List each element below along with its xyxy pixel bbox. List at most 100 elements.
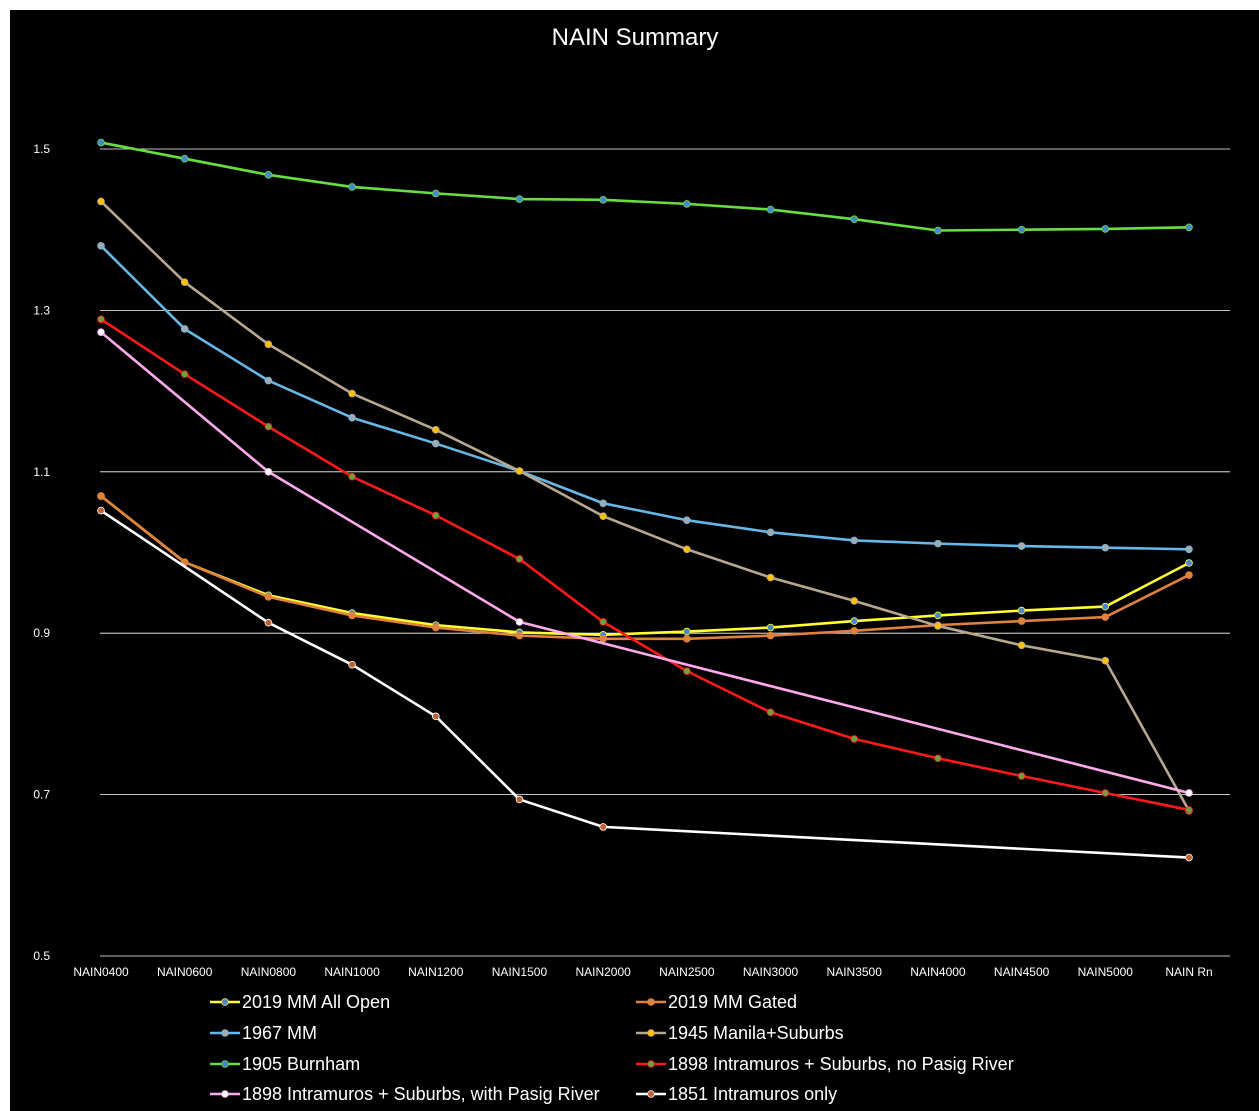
line-chart: NAIN Summary 0.5 0.7 0.9 1.1 1.3 1.5 NAIN0400… — [33, 24, 1230, 1104]
data-point — [264, 618, 273, 627]
data-point — [1017, 772, 1026, 780]
data-point — [1101, 656, 1110, 665]
data-point — [766, 708, 775, 717]
series-7 — [97, 506, 1193, 862]
legend-item: 1905 Burnham — [210, 1054, 360, 1074]
legend-swatch-marker — [221, 998, 229, 1006]
series-line — [100, 494, 1190, 637]
data-point — [683, 667, 691, 675]
data-point — [850, 626, 859, 635]
legend-label: 1898 Intramuros + Suburbs, no Pasig Rive… — [668, 1054, 1014, 1074]
data-point — [431, 426, 440, 434]
x-tick-label: NAIN5000 — [1078, 965, 1134, 979]
legend-label: 1898 Intramuros + Suburbs, with Pasig Ri… — [242, 1084, 600, 1104]
legend-label: 1851 Intramuros only — [668, 1084, 837, 1104]
data-point — [348, 183, 356, 191]
data-point — [1101, 602, 1110, 611]
data-point — [766, 631, 775, 640]
data-point — [515, 467, 524, 475]
data-point — [683, 545, 691, 554]
data-point — [1017, 606, 1026, 615]
gridlines — [100, 148, 1230, 957]
data-point — [1185, 559, 1193, 567]
data-point — [264, 422, 273, 431]
series-line — [100, 509, 1190, 859]
series-line — [100, 141, 1190, 232]
series-5 — [97, 315, 1193, 814]
data-point — [599, 196, 607, 204]
data-point — [599, 635, 607, 643]
data-point — [97, 197, 105, 206]
data-point — [934, 622, 942, 630]
data-point — [766, 623, 775, 632]
chart-area: NAIN Summary 0.5 0.7 0.9 1.1 1.3 1.5 NAIN0400… — [10, 10, 1259, 1111]
x-tick-label: NAIN3000 — [743, 965, 799, 979]
series-6 — [97, 328, 1193, 797]
series-line — [100, 244, 1190, 551]
data-point — [97, 315, 105, 324]
data-point — [599, 618, 607, 626]
legend-item: 1851 Intramuros only — [636, 1084, 837, 1104]
data-point — [97, 328, 105, 336]
data-point — [1185, 853, 1193, 862]
data-point — [264, 467, 273, 476]
data-point — [515, 618, 524, 626]
data-point — [348, 413, 356, 422]
y-tick-label: 1.1 — [33, 465, 50, 479]
data-point — [683, 516, 691, 525]
legend-swatch-marker — [221, 1029, 229, 1037]
data-point — [1017, 225, 1026, 234]
data-point — [1017, 542, 1026, 550]
data-point — [431, 712, 440, 721]
legend-item: 2019 MM All Open — [210, 992, 390, 1012]
data-point — [180, 370, 189, 378]
data-point — [850, 735, 859, 743]
data-point — [1101, 225, 1110, 233]
legend-swatch-marker — [647, 998, 655, 1006]
data-point — [766, 528, 775, 537]
legend-item: 1967 MM — [210, 1023, 317, 1043]
data-point — [1017, 617, 1026, 625]
series-line — [100, 318, 1190, 812]
x-tick-label: NAIN1000 — [324, 965, 380, 979]
data-point — [766, 573, 775, 582]
series-lines — [97, 138, 1193, 862]
y-tick-label: 0.7 — [33, 788, 50, 802]
data-point — [934, 754, 942, 763]
data-point — [431, 189, 440, 198]
x-tick-label: NAIN1200 — [408, 965, 464, 979]
legend-swatch-marker — [647, 1090, 655, 1098]
data-point — [97, 138, 105, 147]
y-tick-label: 1.5 — [33, 142, 50, 156]
data-point — [683, 635, 691, 643]
data-point — [1101, 789, 1110, 797]
data-point — [766, 205, 775, 214]
series-line — [100, 200, 1191, 812]
data-point — [599, 823, 607, 831]
x-axis-ticks: NAIN0400 NAIN0600 NAIN0800 NAIN1000 NAIN1200… — [73, 965, 1212, 979]
data-point — [348, 611, 356, 620]
data-point — [515, 195, 524, 203]
y-tick-label: 0.5 — [33, 949, 50, 963]
data-point — [850, 215, 859, 224]
data-point — [1185, 571, 1193, 579]
legend-label: 1905 Burnham — [242, 1054, 360, 1074]
series-line — [100, 331, 1190, 795]
data-point — [180, 278, 189, 286]
data-point — [97, 242, 105, 250]
legend-item: 1945 Manila+Suburbs — [636, 1023, 844, 1043]
data-point — [1101, 613, 1110, 621]
x-tick-label: NAIN4500 — [994, 965, 1050, 979]
data-point — [264, 376, 273, 385]
y-axis-ticks: 0.5 0.7 0.9 1.1 1.3 1.5 — [33, 142, 50, 963]
legend-label: 2019 MM Gated — [668, 992, 797, 1012]
data-point — [348, 389, 356, 398]
data-point — [431, 623, 440, 632]
x-tick-label: NAIN4000 — [910, 965, 966, 979]
data-point — [97, 492, 105, 500]
legend-label: 1945 Manila+Suburbs — [668, 1023, 844, 1043]
data-point — [850, 617, 859, 625]
data-point — [431, 511, 440, 520]
data-point — [850, 536, 859, 545]
series-2 — [97, 242, 1193, 554]
